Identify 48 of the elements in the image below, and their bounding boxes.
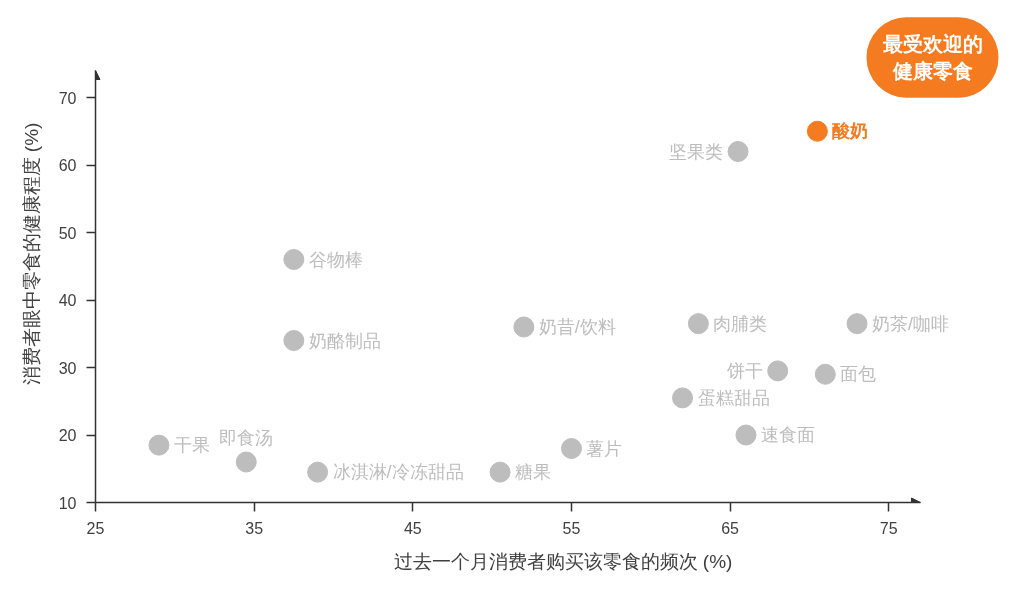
series-label: 薯片 xyxy=(586,438,623,459)
series-label: 奶茶/咖啡 xyxy=(872,313,950,334)
point xyxy=(283,249,305,270)
y-axis-title: 消费者眼中零食的健康程度 (%) xyxy=(20,122,42,386)
point xyxy=(767,360,789,382)
x-tick-label: 25 xyxy=(86,519,105,537)
series-label: 速食面 xyxy=(760,425,815,445)
series-label: 肉脯类 xyxy=(713,313,768,334)
y-tick-label: 30 xyxy=(58,359,77,377)
point xyxy=(727,141,749,162)
annotation: 最受欢迎的健康零食 xyxy=(881,33,983,82)
y-tick-label: 40 xyxy=(58,292,77,309)
y-tick-label: 10 xyxy=(58,494,77,512)
series-label: 糖果 xyxy=(515,462,552,483)
y-tick-label: 70 xyxy=(58,89,77,107)
point xyxy=(283,330,305,351)
x-tick-label: 55 xyxy=(562,519,581,537)
x-tick-label: 35 xyxy=(245,519,264,537)
series-label: 奶酪制品 xyxy=(308,330,381,351)
series-label: 蛋糕甜品 xyxy=(697,387,770,408)
point xyxy=(560,438,582,459)
point xyxy=(846,313,868,335)
point xyxy=(806,120,828,142)
series-label: 坚果类 xyxy=(669,141,724,162)
x-tick-label: 65 xyxy=(721,519,740,537)
x-tick-label: 75 xyxy=(879,519,898,537)
series-label: 饼干 xyxy=(725,360,763,381)
point xyxy=(148,434,170,456)
point xyxy=(307,461,329,483)
series-label: 酸奶 xyxy=(832,121,869,142)
series-label: 干果 xyxy=(173,435,210,456)
point xyxy=(735,424,757,446)
point xyxy=(513,316,535,338)
point xyxy=(235,451,257,473)
y-tick-label: 20 xyxy=(58,427,77,444)
series-label: 奶昔/饮料 xyxy=(538,317,616,337)
series-label: 谷物棒 xyxy=(308,249,363,270)
y-tick-label: 50 xyxy=(58,224,77,242)
point xyxy=(489,461,511,483)
series-label: 冰淇淋/冷冻甜品 xyxy=(332,462,464,483)
point xyxy=(687,313,709,335)
series-label: 即食汤 xyxy=(219,428,274,448)
y-tick-label: 60 xyxy=(58,157,77,174)
point xyxy=(814,363,836,385)
series-label: 面包 xyxy=(840,364,877,385)
x-axis-title: 过去一个月消费者购买该零食的频次 (%) xyxy=(393,550,733,572)
point xyxy=(672,387,694,409)
x-tick-label: 45 xyxy=(403,519,422,537)
